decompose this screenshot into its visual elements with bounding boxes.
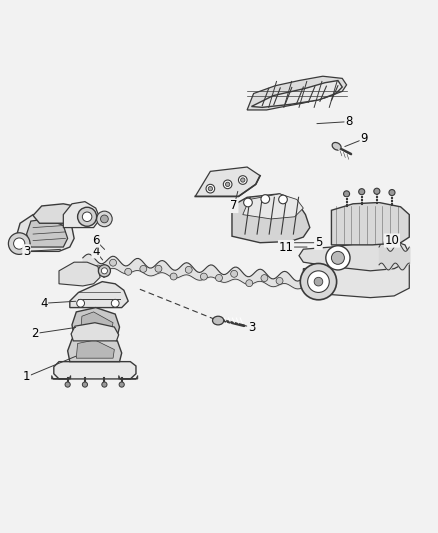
Circle shape bbox=[99, 265, 110, 277]
Circle shape bbox=[374, 188, 380, 195]
Circle shape bbox=[82, 382, 88, 387]
Circle shape bbox=[14, 238, 25, 249]
Circle shape bbox=[343, 191, 350, 197]
Polygon shape bbox=[81, 312, 113, 332]
Polygon shape bbox=[16, 215, 74, 252]
Polygon shape bbox=[195, 167, 260, 197]
Text: 9: 9 bbox=[360, 132, 367, 146]
Circle shape bbox=[240, 178, 245, 182]
Circle shape bbox=[111, 300, 119, 307]
Circle shape bbox=[244, 198, 252, 207]
Circle shape bbox=[185, 266, 192, 273]
Circle shape bbox=[65, 382, 70, 387]
Text: 10: 10 bbox=[385, 234, 399, 247]
Circle shape bbox=[95, 265, 101, 272]
Circle shape bbox=[100, 215, 108, 223]
Polygon shape bbox=[59, 262, 100, 286]
Circle shape bbox=[8, 233, 30, 254]
Circle shape bbox=[314, 277, 323, 286]
Circle shape bbox=[261, 274, 268, 281]
Circle shape bbox=[307, 271, 329, 293]
Polygon shape bbox=[71, 322, 119, 341]
Circle shape bbox=[102, 382, 107, 387]
Text: 4: 4 bbox=[40, 297, 48, 310]
Circle shape bbox=[226, 182, 230, 187]
Circle shape bbox=[140, 265, 147, 272]
Circle shape bbox=[119, 382, 124, 387]
Polygon shape bbox=[247, 76, 346, 110]
Polygon shape bbox=[70, 281, 128, 308]
Polygon shape bbox=[52, 375, 71, 379]
Circle shape bbox=[170, 273, 177, 280]
Polygon shape bbox=[54, 361, 136, 379]
Circle shape bbox=[261, 195, 270, 204]
Ellipse shape bbox=[212, 316, 224, 325]
Text: 1: 1 bbox=[23, 370, 30, 383]
Circle shape bbox=[231, 270, 237, 277]
Text: 4: 4 bbox=[92, 245, 99, 258]
Text: 8: 8 bbox=[345, 115, 353, 128]
Polygon shape bbox=[33, 204, 78, 223]
Polygon shape bbox=[67, 336, 122, 361]
Circle shape bbox=[125, 268, 132, 275]
Polygon shape bbox=[76, 340, 114, 358]
Ellipse shape bbox=[332, 142, 341, 150]
Circle shape bbox=[206, 184, 215, 193]
Circle shape bbox=[215, 274, 223, 281]
Polygon shape bbox=[299, 240, 409, 271]
Circle shape bbox=[208, 187, 212, 191]
Circle shape bbox=[110, 259, 117, 266]
Circle shape bbox=[97, 211, 112, 227]
Circle shape bbox=[223, 180, 232, 189]
Circle shape bbox=[201, 273, 207, 280]
Polygon shape bbox=[119, 375, 138, 379]
Circle shape bbox=[82, 212, 92, 222]
Text: 11: 11 bbox=[279, 240, 293, 254]
Polygon shape bbox=[251, 80, 342, 107]
Circle shape bbox=[246, 280, 253, 287]
Circle shape bbox=[101, 268, 107, 274]
Text: 3: 3 bbox=[248, 320, 255, 334]
Polygon shape bbox=[243, 194, 304, 219]
Polygon shape bbox=[332, 203, 409, 245]
Polygon shape bbox=[304, 261, 409, 297]
Text: 3: 3 bbox=[23, 245, 30, 258]
Circle shape bbox=[332, 252, 344, 264]
Text: 7: 7 bbox=[230, 199, 238, 213]
Circle shape bbox=[359, 189, 365, 195]
Text: 2: 2 bbox=[32, 327, 39, 340]
Text: 6: 6 bbox=[92, 234, 99, 247]
Polygon shape bbox=[27, 219, 67, 247]
Circle shape bbox=[326, 246, 350, 270]
Polygon shape bbox=[64, 201, 100, 228]
Circle shape bbox=[279, 195, 287, 204]
Circle shape bbox=[155, 265, 162, 272]
Text: 5: 5 bbox=[315, 236, 322, 249]
Circle shape bbox=[389, 190, 395, 196]
Circle shape bbox=[78, 207, 97, 227]
Polygon shape bbox=[72, 308, 120, 336]
Circle shape bbox=[77, 300, 85, 307]
Circle shape bbox=[300, 263, 337, 300]
Circle shape bbox=[276, 278, 283, 285]
Circle shape bbox=[238, 176, 247, 184]
Polygon shape bbox=[232, 194, 310, 243]
